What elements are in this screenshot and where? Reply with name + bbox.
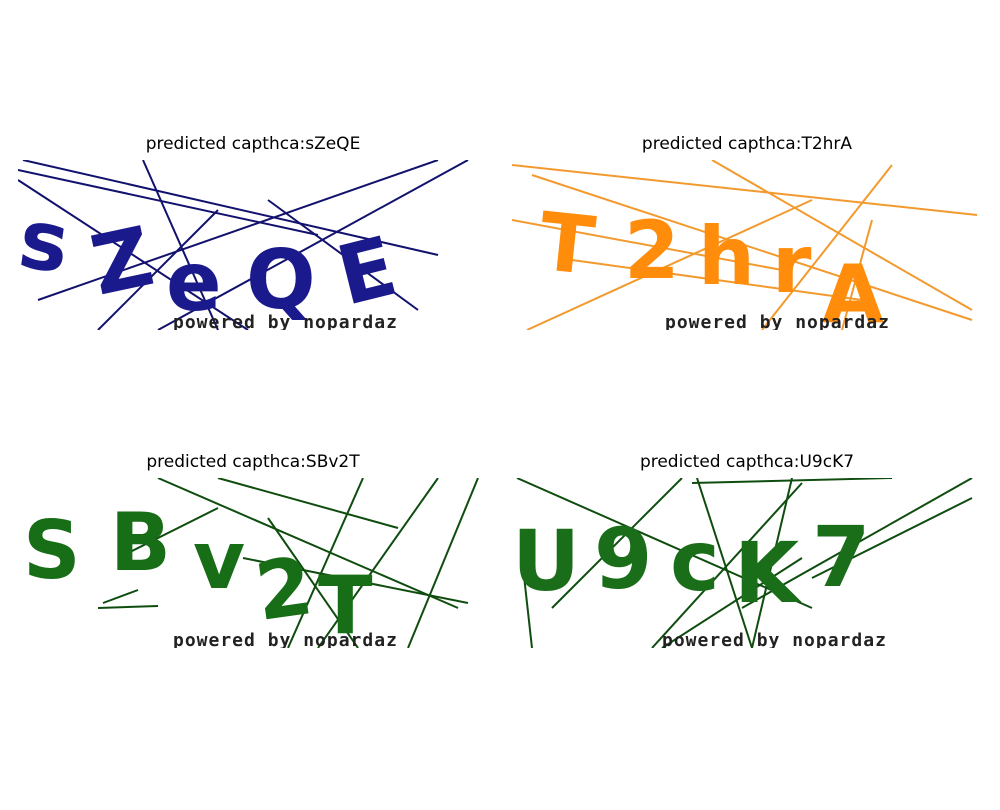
captcha-glyph: e	[166, 235, 222, 330]
captcha-watermark: powered by nopardaz	[662, 630, 887, 648]
noise-lines	[18, 160, 469, 330]
captcha-glyph: v	[193, 514, 245, 607]
captcha-glyph: s	[18, 192, 75, 293]
captcha-watermark: powered by nopardaz	[173, 312, 398, 330]
captcha-image: U 9 c K 7 powered by nopardaz	[512, 478, 973, 648]
captcha-glyph: T	[535, 195, 599, 293]
captcha-glyph: T	[318, 559, 373, 648]
captcha-image: T 2 h r A powered by nopardaz	[512, 160, 978, 330]
captcha-glyph: S	[23, 504, 81, 597]
captcha-glyph: A	[822, 248, 884, 330]
captcha-glyphs: S B v 2 T	[23, 496, 373, 648]
captcha-glyphs: T 2 h r A	[535, 195, 884, 330]
captcha-image: s Z e Q E powered by nopardaz	[18, 160, 469, 330]
captcha-glyph: h	[698, 210, 755, 303]
captcha-image: S B v 2 T powered by nopardaz	[23, 478, 479, 648]
captcha-glyph: Z	[83, 209, 161, 314]
panel-title: predicted capthca:U9cK7	[639, 452, 855, 472]
captcha-glyph: E	[328, 219, 405, 325]
noise-lines	[512, 160, 978, 330]
captcha-glyph: 9	[594, 510, 652, 608]
captcha-glyphs: U 9 c K 7	[512, 508, 870, 622]
noise-lines	[97, 478, 479, 648]
captcha-glyph: 2	[250, 539, 318, 639]
captcha-glyph: 2	[624, 204, 680, 297]
captcha-glyph: Q	[246, 233, 316, 328]
captcha-glyph: K	[734, 524, 802, 622]
panel-title: predicted capthca:SBv2T	[146, 452, 360, 472]
captcha-glyph: B	[110, 496, 171, 589]
panel-title: predicted capthca:sZeQE	[145, 134, 361, 154]
captcha-watermark: powered by nopardaz	[173, 630, 398, 648]
panel-title: predicted capthca:T2hrA	[641, 134, 853, 154]
captcha-glyph: r	[772, 218, 812, 311]
captcha-glyph: c	[670, 512, 720, 610]
captcha-glyph: 7	[812, 508, 870, 606]
noise-lines	[516, 478, 973, 648]
captcha-watermark: powered by nopardaz	[665, 312, 890, 330]
captcha-glyph: U	[512, 512, 580, 610]
